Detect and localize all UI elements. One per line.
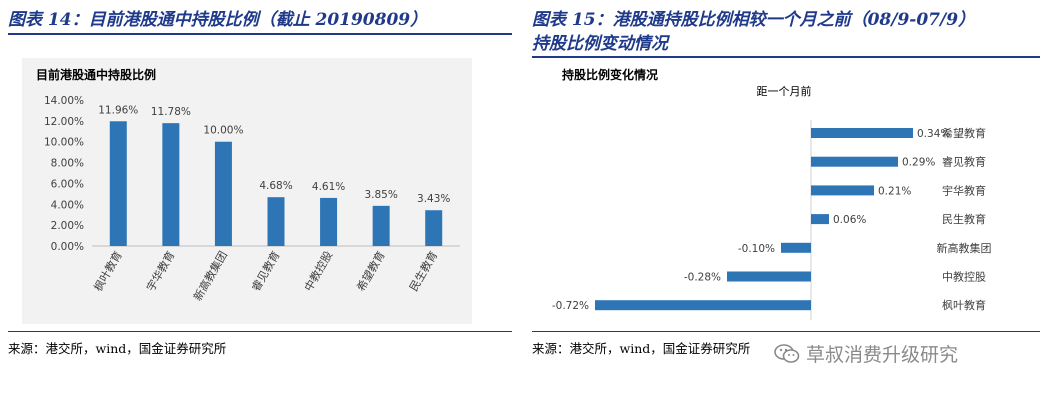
data-label: 11.96% [98, 104, 138, 116]
bar [727, 271, 811, 282]
chart-subtitle: 距一个月前 [757, 84, 812, 98]
data-label: 10.00% [203, 125, 243, 137]
x-tick-label: 睿见教育 [248, 249, 282, 294]
x-tick-label: 希望教育 [354, 249, 388, 294]
bar [811, 128, 913, 138]
right-bar-chart: 距一个月前 0.34%希望教育 0.29% 睿见教育 0.21% 宇华教育 0.06% 民生教… [552, 84, 992, 320]
category-label: 新高教集团 [937, 241, 992, 255]
bar [162, 123, 180, 246]
category-label: 宇华教育 [942, 183, 986, 197]
left-bottom-rule [8, 331, 512, 332]
category-label: 中教控股 [942, 270, 986, 284]
x-tick-label: 中教控股 [301, 249, 335, 294]
right-chart-panel: 持股比例变化情况 距一个月前 0.34% 希望教育 0.29% 睿见教育 0.21% 宇华教… [544, 58, 1014, 328]
y-tick-label: 2.00% [51, 220, 84, 232]
bar [425, 210, 443, 246]
left-bar-chart: 0.00% 2.00% 4.00% 6.00% 8.00% 10.00% 12.00% 14.… [44, 95, 460, 304]
left-source: 来源：港交所，wind，国金证券研究所 [8, 341, 227, 356]
left-figure-title: 图表 14：目前港股通中持股比例（截止 20190809） [8, 10, 428, 30]
category-label: 希望教育 [942, 126, 986, 140]
data-label: 0.21% [878, 185, 911, 197]
bar [267, 197, 285, 246]
left-title-rule [8, 33, 512, 35]
category-label: 枫叶教育 [942, 298, 986, 312]
category-label: 睿见教育 [942, 155, 986, 169]
right-bottom-rule [532, 331, 1040, 332]
data-label: -0.10% [738, 243, 775, 255]
watermark: 草叔消费升级研究 [774, 340, 958, 367]
right-figure-title-line1: 图表 15：港股通持股比例相较一个月之前（08/9-07/9） [532, 10, 976, 30]
right-source: 来源：港交所，wind，国金证券研究所 [532, 341, 751, 356]
bar [811, 156, 898, 167]
data-label: 4.68% [259, 180, 292, 192]
bar [811, 214, 829, 225]
x-tick-label: 宇华教育 [143, 249, 177, 294]
y-tick-label: 0.00% [51, 241, 84, 253]
y-tick-label: 10.00% [44, 137, 84, 149]
bar [320, 197, 338, 246]
y-tick-label: 14.00% [44, 95, 84, 107]
data-label: -0.28% [684, 272, 721, 284]
bar [109, 121, 127, 246]
bar [781, 242, 811, 253]
right-figure-title-line2: 持股比例变动情况 [532, 34, 668, 54]
y-tick-label: 4.00% [51, 199, 84, 211]
left-chart-panel: 目前港股通中持股比例 0.00% 2.00% 4.00% 6.00% 8.00% 10.0… [22, 58, 472, 324]
data-label: 3.85% [364, 189, 397, 201]
right-chart-title: 持股比例变化情况 [562, 68, 659, 82]
bar [372, 205, 390, 246]
data-label: 11.78% [151, 106, 191, 118]
bar [595, 300, 811, 311]
data-label: 0.34% [917, 128, 950, 140]
wechat-icon [774, 344, 800, 363]
y-tick-label: 8.00% [51, 158, 84, 170]
bar [214, 141, 232, 246]
watermark-text: 草叔消费升级研究 [806, 344, 959, 366]
data-label: 4.61% [312, 181, 345, 193]
y-tick-label: 12.00% [44, 116, 84, 128]
category-label: 民生教育 [942, 212, 986, 226]
data-label: 3.43% [417, 193, 450, 205]
x-tick-label: 枫叶教育 [91, 249, 125, 294]
bar [811, 185, 874, 196]
data-label: 0.06% [833, 214, 866, 226]
y-tick-label: 6.00% [51, 178, 84, 190]
x-tick-label: 民生教育 [406, 249, 440, 294]
right-title-rule [532, 56, 1040, 58]
x-tick-label: 新高教集团 [190, 249, 230, 304]
left-chart-title: 目前港股通中持股比例 [36, 68, 157, 82]
data-label: 0.29% [902, 157, 935, 169]
data-label: -0.72% [552, 300, 589, 312]
